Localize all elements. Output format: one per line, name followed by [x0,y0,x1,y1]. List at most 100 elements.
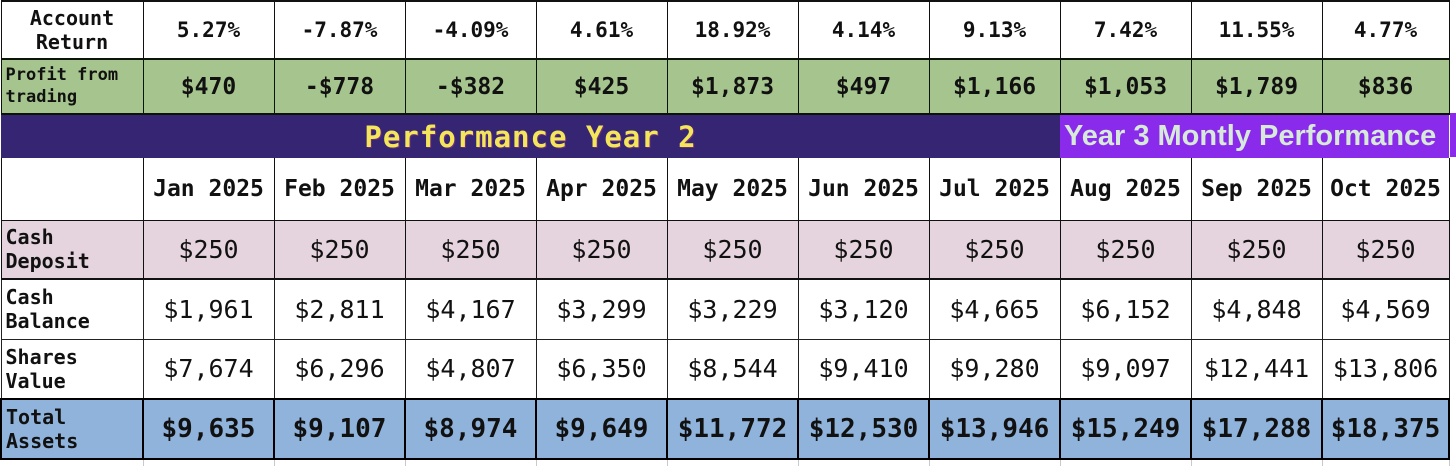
cell[interactable]: $250 [1190,219,1323,280]
cell[interactable]: $250 [1059,219,1192,280]
cell[interactable]: 11.55% [1190,0,1323,60]
cell[interactable]: $8,974 [404,398,537,460]
row-total-assets: Total Assets $9,635 $9,107 $8,974 $9,649 $11… [0,398,1450,460]
cell[interactable]: 4.77% [1321,0,1450,60]
cell[interactable]: $7,674 [142,338,275,400]
stub-cell [929,459,1061,466]
cell[interactable]: $12,441 [1190,338,1323,400]
cell[interactable]: $9,635 [142,398,275,460]
cell[interactable]: Mar 2025 [404,158,537,221]
cell[interactable]: 9.13% [928,0,1061,60]
cell[interactable]: $1,053 [1059,58,1192,115]
cell[interactable]: Jul 2025 [928,158,1061,221]
cell[interactable]: 4.61% [535,0,668,60]
cell[interactable]: $8,544 [666,338,799,400]
stub-cell [798,459,930,466]
cell[interactable]: Oct 2025 [1321,158,1450,221]
cell[interactable]: $9,280 [928,338,1061,400]
row-label-shares-value[interactable]: Shares Value [0,338,144,400]
cell[interactable]: $15,249 [1059,398,1192,460]
cell[interactable]: $497 [797,58,930,115]
cell[interactable]: $3,229 [666,278,799,340]
cell[interactable]: $6,296 [273,338,406,400]
banner-year-3-monthly-performance[interactable]: Year 3 Montly Performance [1060,114,1449,158]
cell[interactable]: Jan 2025 [142,158,275,221]
cell[interactable]: Apr 2025 [535,158,668,221]
row-account-return: Account Return 5.27% -7.87% -4.09% 4.61% 18.… [0,0,1450,60]
cell[interactable]: $836 [1321,58,1450,115]
cell[interactable]: 4.14% [797,0,930,60]
cell[interactable]: $250 [273,219,406,280]
row-label-account-return[interactable]: Account Return [0,0,144,60]
row-label-cash-balance[interactable]: Cash Balance [0,278,144,340]
cell[interactable]: $250 [797,219,930,280]
cell[interactable]: $250 [535,219,668,280]
row-label-profit-from-trading[interactable]: Profit from trading [0,58,144,115]
cell[interactable]: $425 [535,58,668,115]
cell[interactable]: $4,665 [928,278,1061,340]
row-month-headers: Jan 2025 Feb 2025 Mar 2025 Apr 2025 May 2025… [0,158,1450,221]
banner-performance-year-2[interactable]: Performance Year 2 [1,114,1060,158]
row-profit-from-trading: Profit from trading $470 -$778 -$382 $425 $1… [0,58,1450,115]
cell[interactable]: $250 [666,219,799,280]
stub-cell [405,459,537,466]
cell[interactable]: Jun 2025 [797,158,930,221]
row-cash-balance: Cash Balance $1,961 $2,811 $4,167 $3,299 $3,… [0,278,1450,340]
cell[interactable]: May 2025 [666,158,799,221]
stub-cell [536,459,668,466]
cell[interactable]: $9,410 [797,338,930,400]
row-banner: Performance Year 2 Year 3 Montly Perform… [1,114,1449,158]
cell[interactable]: $250 [404,219,537,280]
cell[interactable]: $18,375 [1321,398,1450,460]
cell[interactable]: Aug 2025 [1059,158,1192,221]
cell[interactable]: $13,946 [928,398,1061,460]
cell[interactable]: $3,120 [797,278,930,340]
cell[interactable]: $9,649 [535,398,668,460]
cell[interactable]: $2,811 [273,278,406,340]
stub-cell [274,459,406,466]
cell[interactable]: $1,873 [666,58,799,115]
cell[interactable]: -$778 [273,58,406,115]
cell[interactable]: $17,288 [1190,398,1323,460]
cell[interactable]: $4,167 [404,278,537,340]
stub-cell [1060,459,1192,466]
stub-cell [1322,459,1450,466]
cell[interactable]: $1,789 [1190,58,1323,115]
cell[interactable]: $13,806 [1321,338,1450,400]
cell[interactable]: -7.87% [273,0,406,60]
row-shares-value: Shares Value $7,674 $6,296 $4,807 $6,350 $8,… [0,338,1450,400]
cell[interactable]: $4,569 [1321,278,1450,340]
stub-cell [1191,459,1323,466]
cell[interactable]: $250 [1321,219,1450,280]
banner-year-3-monthly-performance-label: Year 3 Montly Performance [1064,120,1437,152]
cell[interactable]: Sep 2025 [1190,158,1323,221]
cell[interactable]: $4,848 [1190,278,1323,340]
cell[interactable]: $6,350 [535,338,668,400]
row-label-total-assets[interactable]: Total Assets [0,398,144,460]
cell[interactable]: $9,097 [1059,338,1192,400]
cell[interactable]: $250 [928,219,1061,280]
row-cash-deposit: Cash Deposit $250 $250 $250 $250 $250 $250 $25… [0,219,1450,280]
row-label-cash-deposit[interactable]: Cash Deposit [0,219,144,280]
cell[interactable]: Feb 2025 [273,158,406,221]
month-header-corner-cell[interactable] [0,158,144,221]
cell[interactable]: $9,107 [273,398,406,460]
stub-cell [1,459,144,466]
stub-cell [667,459,799,466]
cell[interactable]: $4,807 [404,338,537,400]
cell[interactable]: $11,772 [666,398,799,460]
cell[interactable]: $3,299 [535,278,668,340]
cell[interactable]: $250 [142,219,275,280]
cell[interactable]: 7.42% [1059,0,1192,60]
cell[interactable]: 5.27% [142,0,275,60]
row-bottom-stub [1,459,1450,466]
cell[interactable]: -$382 [404,58,537,115]
cell[interactable]: $1,961 [142,278,275,340]
cell[interactable]: $6,152 [1059,278,1192,340]
cell[interactable]: $12,530 [797,398,930,460]
cell[interactable]: $470 [142,58,275,115]
cell[interactable]: 18.92% [666,0,799,60]
cell[interactable]: $1,166 [928,58,1061,115]
cell[interactable]: -4.09% [404,0,537,60]
